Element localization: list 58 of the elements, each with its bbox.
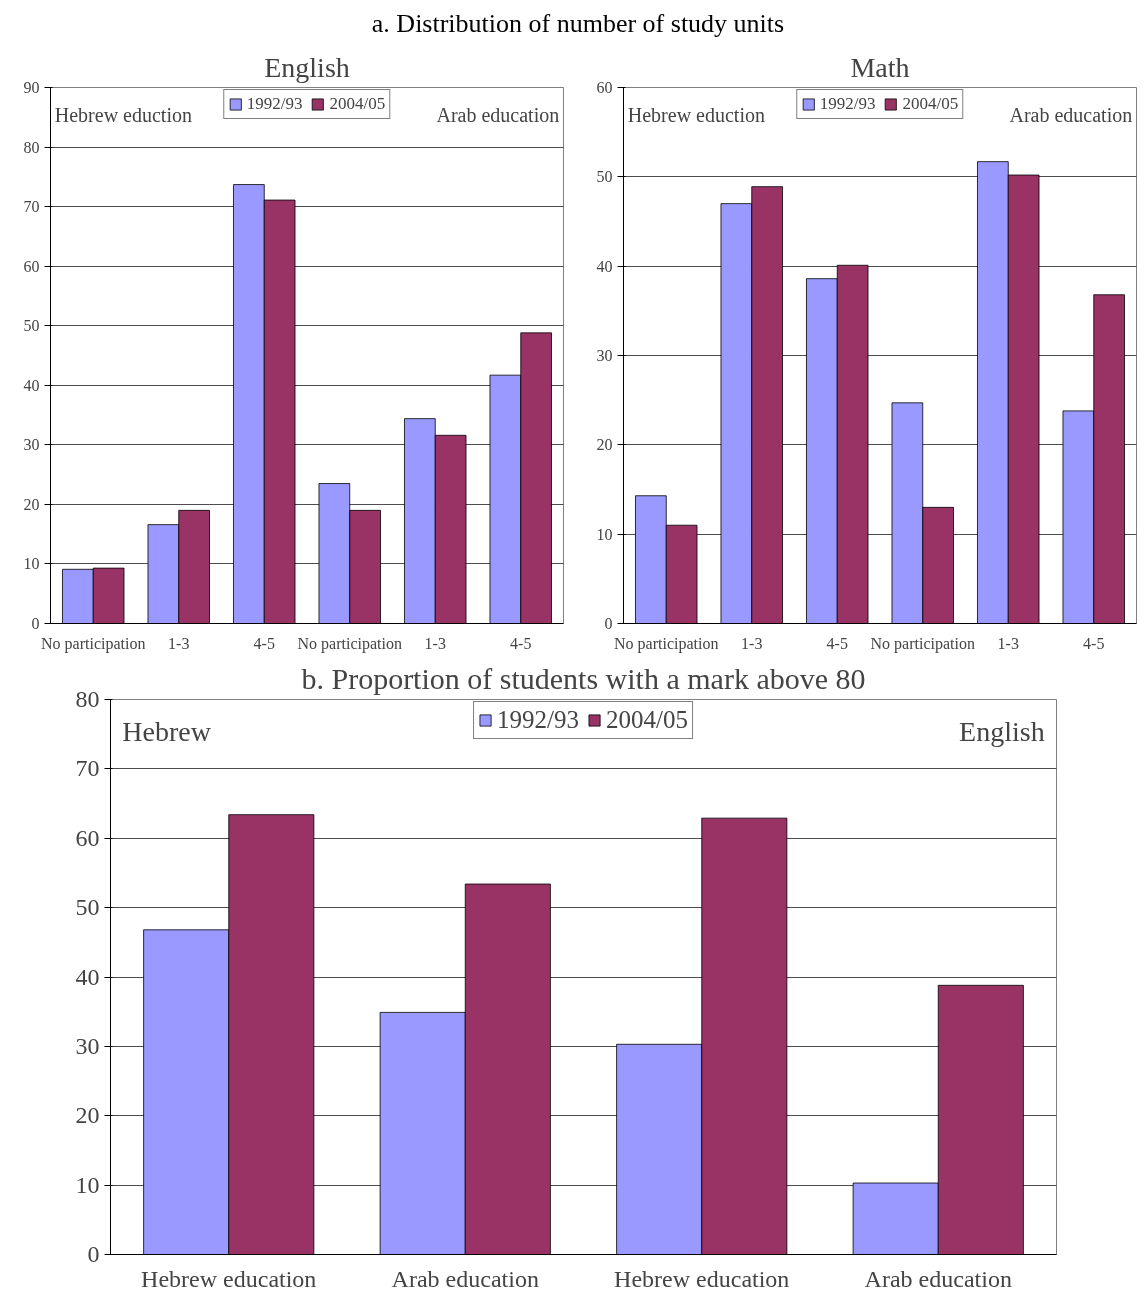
y-tick-label: 10	[75, 1171, 100, 1198]
annotation: Hebrew eduction	[627, 103, 765, 126]
annotation: English	[959, 716, 1045, 748]
x-tick-label: No participation	[297, 634, 402, 653]
y-tick-label: 60	[23, 257, 40, 275]
y-tick-label: 90	[23, 79, 40, 96]
chart-title: Math	[850, 51, 910, 83]
x-tick-label: No participation	[870, 634, 975, 653]
y-tick-label: 70	[75, 755, 100, 782]
y-tick-label: 20	[23, 495, 40, 513]
y-tick-label: 50	[596, 168, 613, 186]
x-tick-label: 1-3	[741, 634, 763, 652]
annotation: Arab education	[436, 103, 560, 126]
x-tick-label: 4-5	[826, 634, 848, 652]
x-tick-label: No participation	[41, 634, 146, 653]
y-tick-label: 10	[596, 525, 613, 543]
y-tick-label: 70	[23, 198, 40, 216]
y-tick-label: 40	[75, 963, 100, 990]
chart-subtitle: English	[264, 51, 350, 83]
x-tick-label: No participation	[614, 634, 719, 653]
y-tick-label: 80	[75, 686, 100, 712]
y-tick-label: 20	[596, 436, 613, 454]
y-tick-label: 80	[23, 138, 40, 156]
legend-label: 1992/93	[819, 94, 876, 114]
y-tick-label: 40	[596, 257, 613, 275]
y-tick-label: 60	[75, 824, 100, 851]
legend-label: 2004/05	[902, 94, 959, 114]
annotation: Hebrew	[122, 716, 212, 748]
y-tick-label: 30	[596, 347, 613, 364]
y-tick-label: 0	[604, 615, 613, 632]
x-tick-label: Arab education	[864, 1265, 1012, 1290]
y-tick-label: 60	[596, 79, 613, 96]
x-tick-label: 4-5	[253, 634, 275, 652]
y-tick-label: 10	[23, 555, 40, 573]
x-tick-label: 1-3	[424, 634, 446, 652]
chart-title: a. Distribution of number of study units	[371, 8, 785, 40]
legend-label: 1992/93	[246, 94, 303, 114]
y-tick-label: 50	[75, 894, 100, 921]
x-tick-label: 1-3	[168, 634, 190, 652]
x-tick-label: 1-3	[997, 634, 1019, 652]
legend-label: 2004/05	[329, 94, 386, 114]
x-tick-label: Hebrew education	[141, 1265, 317, 1290]
x-tick-label: 4-5	[510, 634, 532, 652]
y-tick-label: 30	[75, 1032, 100, 1059]
legend-label: 1992/93	[497, 706, 579, 734]
x-tick-label: 4-5	[1083, 634, 1105, 652]
y-tick-label: 40	[23, 376, 40, 394]
y-tick-label: 0	[87, 1241, 100, 1267]
y-tick-label: 50	[23, 317, 40, 335]
y-tick-label: 30	[23, 436, 40, 454]
y-tick-label: 0	[31, 615, 40, 632]
x-tick-label: Hebrew education	[614, 1265, 790, 1290]
legend-label: 2004/05	[606, 706, 688, 734]
annotation: Hebrew eduction	[54, 103, 192, 126]
chart-title: b. Proportion of students with a mark above 80	[301, 661, 866, 695]
annotation: Arab education	[1009, 103, 1133, 126]
x-tick-label: Arab education	[391, 1265, 539, 1290]
y-tick-label: 20	[75, 1102, 100, 1129]
